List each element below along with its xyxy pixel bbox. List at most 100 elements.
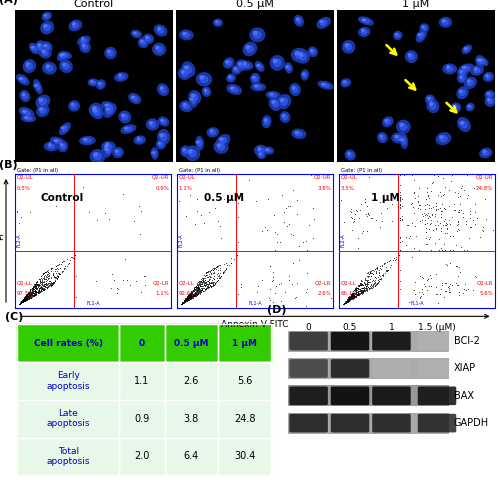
Point (22, 294, 30, 302)
Point (372, 274, 380, 282)
Point (208, 266, 216, 273)
Point (376, 275, 384, 283)
Point (27, 289, 35, 297)
Point (190, 291, 198, 299)
Point (206, 282, 214, 290)
Ellipse shape (346, 150, 355, 160)
Point (365, 286, 373, 294)
Point (380, 271, 388, 279)
Point (184, 296, 192, 304)
FancyBboxPatch shape (290, 387, 328, 405)
Point (362, 286, 370, 294)
Point (396, 181, 404, 189)
Point (444, 225, 452, 233)
Point (196, 278, 204, 286)
Point (142, 272, 150, 280)
Point (348, 295, 356, 303)
Point (188, 292, 196, 299)
Point (220, 268, 228, 276)
Point (137, 207, 145, 215)
Ellipse shape (460, 90, 466, 96)
Point (30, 284, 38, 292)
Point (186, 292, 194, 299)
Point (15, 300, 23, 308)
FancyBboxPatch shape (372, 414, 410, 433)
Ellipse shape (302, 73, 304, 75)
Point (456, 192, 464, 200)
Point (193, 287, 201, 294)
Text: FL2-A: FL2-A (178, 234, 184, 247)
Point (380, 260, 388, 268)
Point (29, 287, 37, 294)
Point (418, 210, 426, 218)
Point (196, 281, 204, 289)
Ellipse shape (161, 119, 166, 123)
Point (436, 291, 444, 298)
Point (60, 266, 68, 273)
Ellipse shape (400, 123, 406, 130)
Point (284, 202, 292, 210)
Point (306, 171, 314, 179)
Point (184, 292, 192, 299)
Point (26, 287, 34, 294)
Point (184, 295, 192, 303)
Point (357, 277, 365, 285)
Point (423, 211, 431, 219)
FancyBboxPatch shape (372, 387, 410, 405)
Point (355, 282, 363, 290)
Point (199, 277, 207, 285)
Point (20, 296, 28, 304)
Ellipse shape (392, 133, 405, 143)
Point (21, 292, 29, 300)
Point (180, 298, 188, 306)
Point (396, 285, 404, 293)
Point (354, 289, 362, 297)
Point (362, 284, 370, 292)
Point (24, 295, 32, 303)
Point (47, 265, 55, 272)
Ellipse shape (44, 24, 47, 27)
Point (42, 283, 50, 291)
Point (418, 216, 426, 224)
Point (41, 285, 49, 293)
Point (418, 273, 426, 281)
Text: 3.8: 3.8 (184, 414, 199, 424)
Text: 0.5 μM: 0.5 μM (174, 339, 208, 348)
Ellipse shape (458, 74, 466, 83)
Point (56, 269, 64, 277)
Point (40, 282, 48, 290)
Point (140, 272, 148, 280)
Point (32, 284, 40, 292)
Point (22, 296, 30, 304)
Point (22, 291, 30, 299)
Ellipse shape (286, 66, 288, 68)
Text: 2.6%: 2.6% (318, 292, 332, 296)
Ellipse shape (285, 63, 292, 73)
Point (444, 286, 452, 294)
Point (21, 295, 29, 303)
Point (54, 272, 62, 280)
Ellipse shape (44, 24, 51, 31)
Point (448, 246, 456, 254)
Point (186, 293, 194, 300)
Point (32, 290, 40, 298)
Point (348, 294, 356, 302)
Point (462, 217, 470, 224)
Point (349, 295, 357, 303)
Ellipse shape (468, 105, 470, 107)
Point (350, 292, 358, 300)
Point (350, 294, 358, 302)
Point (202, 271, 210, 279)
Point (185, 290, 193, 298)
Point (372, 268, 380, 275)
Point (40, 286, 48, 294)
Point (194, 291, 202, 298)
Point (178, 299, 186, 307)
Point (435, 246, 443, 254)
Point (186, 291, 194, 299)
Text: 24.8%: 24.8% (476, 186, 494, 191)
Point (202, 281, 209, 289)
Point (348, 289, 356, 296)
Point (352, 288, 360, 296)
Point (194, 287, 202, 294)
